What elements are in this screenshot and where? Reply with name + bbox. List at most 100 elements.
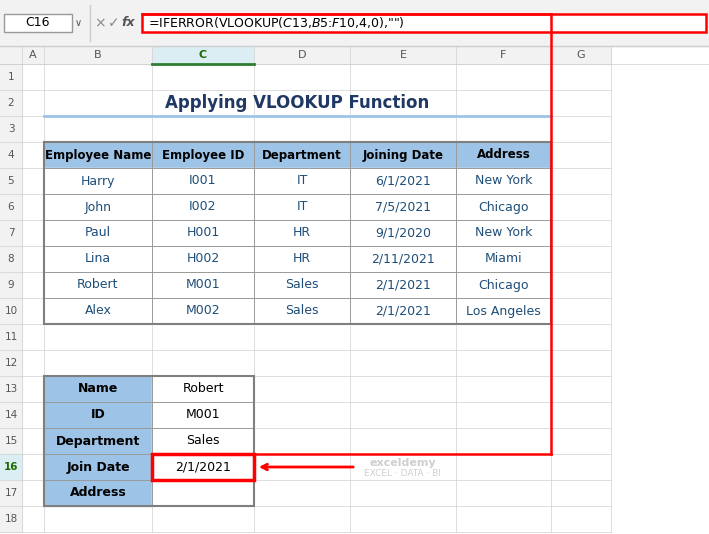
Text: I001: I001 — [189, 175, 217, 187]
Text: 1: 1 — [8, 72, 14, 82]
Text: I002: I002 — [189, 200, 217, 214]
Bar — [152, 428, 254, 454]
Text: 10: 10 — [4, 306, 18, 316]
Bar — [0, 194, 22, 220]
Bar — [350, 246, 456, 272]
Text: C16: C16 — [26, 17, 50, 29]
Text: 12: 12 — [4, 358, 18, 368]
Bar — [350, 220, 456, 246]
Bar — [0, 168, 22, 194]
Text: IT: IT — [296, 175, 308, 187]
Bar — [44, 46, 152, 64]
Bar — [0, 272, 22, 298]
Bar — [44, 272, 152, 298]
Bar — [44, 480, 152, 506]
Text: Robert: Robert — [77, 279, 118, 292]
Text: Applying VLOOKUP Function: Applying VLOOKUP Function — [165, 94, 430, 112]
Bar — [0, 298, 22, 324]
Bar — [0, 246, 22, 272]
Bar — [254, 194, 350, 220]
Bar — [0, 0, 709, 46]
Text: 13: 13 — [4, 384, 18, 394]
Text: Address: Address — [69, 486, 126, 499]
Text: 2: 2 — [8, 98, 14, 108]
Text: B: B — [94, 50, 102, 60]
Text: Employee Name: Employee Name — [45, 148, 151, 161]
Text: Sales: Sales — [186, 435, 220, 447]
Bar — [254, 272, 350, 298]
Text: 2/1/2021: 2/1/2021 — [175, 460, 231, 474]
Bar — [44, 168, 152, 194]
Text: 15: 15 — [4, 436, 18, 446]
Bar — [44, 194, 152, 220]
Text: Harry: Harry — [81, 175, 116, 187]
Bar — [152, 220, 254, 246]
Bar — [456, 272, 551, 298]
Bar — [0, 64, 22, 90]
Text: Los Angeles: Los Angeles — [466, 304, 541, 318]
Bar — [254, 246, 350, 272]
Text: Department: Department — [56, 435, 140, 447]
Bar — [152, 168, 254, 194]
Text: ∨: ∨ — [74, 18, 82, 28]
Text: 9: 9 — [8, 280, 14, 290]
Text: 14: 14 — [4, 410, 18, 420]
Bar — [0, 90, 22, 116]
Text: 17: 17 — [4, 488, 18, 498]
Text: Chicago: Chicago — [479, 279, 529, 292]
Bar — [22, 46, 44, 64]
Bar — [0, 46, 22, 64]
Bar — [44, 220, 152, 246]
Bar — [152, 298, 254, 324]
Bar — [0, 428, 22, 454]
Text: F: F — [501, 50, 507, 60]
Bar — [254, 298, 350, 324]
Bar — [152, 272, 254, 298]
Bar — [254, 168, 350, 194]
Bar — [551, 46, 611, 64]
Text: New York: New York — [475, 175, 532, 187]
Text: New York: New York — [475, 226, 532, 240]
Text: 2/1/2021: 2/1/2021 — [375, 304, 431, 318]
Text: 11: 11 — [4, 332, 18, 342]
Text: Joining Date: Joining Date — [362, 148, 444, 161]
Text: Sales: Sales — [285, 279, 319, 292]
Bar — [0, 116, 22, 142]
Text: 6: 6 — [8, 202, 14, 212]
Bar — [0, 506, 22, 532]
Bar — [152, 480, 254, 506]
Bar — [254, 142, 350, 168]
Bar — [456, 194, 551, 220]
Bar — [44, 376, 152, 402]
Bar — [0, 454, 22, 480]
Bar — [44, 142, 152, 168]
Text: ✓: ✓ — [108, 16, 120, 30]
Bar — [350, 142, 456, 168]
Bar — [350, 168, 456, 194]
Bar — [456, 46, 551, 64]
Text: M001: M001 — [186, 279, 220, 292]
Bar — [350, 272, 456, 298]
Text: Robert: Robert — [182, 382, 224, 396]
Text: 7: 7 — [8, 228, 14, 238]
Bar — [4, 14, 72, 32]
Bar — [456, 298, 551, 324]
Text: Address: Address — [476, 148, 530, 161]
Bar — [350, 46, 456, 64]
Text: A: A — [29, 50, 37, 60]
Bar — [44, 454, 152, 480]
Text: Lina: Lina — [85, 253, 111, 265]
Text: 3: 3 — [8, 124, 14, 134]
Bar — [0, 480, 22, 506]
Bar — [152, 46, 254, 64]
Text: =IFERROR(VLOOKUP($C$13,$B$5:$F$10,4,0),""): =IFERROR(VLOOKUP($C$13,$B$5:$F$10,4,0),"… — [148, 15, 405, 30]
Text: E: E — [399, 50, 406, 60]
Text: Name: Name — [78, 382, 118, 396]
Text: HR: HR — [293, 226, 311, 240]
Bar — [152, 142, 254, 168]
Bar — [0, 324, 22, 350]
Bar — [22, 64, 611, 532]
Bar — [44, 142, 551, 324]
Text: ID: ID — [91, 409, 106, 421]
Text: 9/1/2020: 9/1/2020 — [375, 226, 431, 240]
